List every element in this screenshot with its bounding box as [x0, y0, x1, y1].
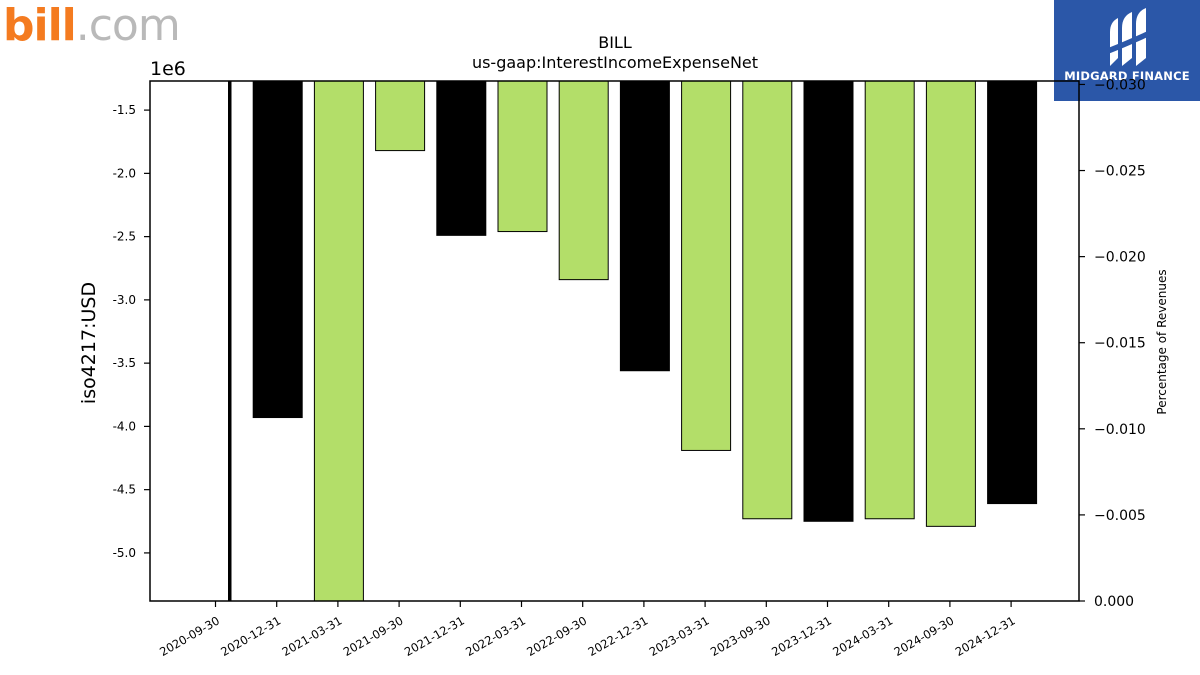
bill-logo: bill .com: [3, 0, 181, 51]
bar-2021-12-31: [436, 80, 487, 236]
bar-2022-03-31: [497, 80, 548, 233]
y-tick-label: -3.5: [113, 356, 136, 370]
bill-logo-suffix: .com: [75, 0, 181, 51]
y2-axis-ticks: −0.030 −0.025 −0.020 −0.015 −0.010 −0.005 0.00…: [1079, 77, 1146, 610]
x-tick-label: 2024-09-30: [892, 613, 957, 659]
bars-group: [228, 80, 1038, 602]
midgard-logo-text: MIDGARD FINANCE: [1064, 69, 1190, 83]
bar-2023-12-31: [803, 80, 854, 522]
y-offset-label: 1e6: [150, 58, 186, 80]
y-tick-label: -3.0: [113, 293, 136, 307]
y-tick-label: -5.0: [113, 546, 136, 560]
x-tick-label: 2022-03-31: [463, 613, 528, 659]
bar-2023-09-30: [742, 80, 793, 520]
x-tick-label: 2021-03-31: [280, 613, 345, 659]
bar-2024-09-30: [925, 80, 976, 527]
y2-tick-label: −0.015: [1094, 336, 1146, 352]
x-tick-label: 2024-12-31: [953, 613, 1018, 659]
y2-axis-label: Percentage of Revenues: [1155, 269, 1169, 414]
bar-2020-09-30: [228, 80, 232, 602]
bar-2022-12-31: [619, 80, 670, 372]
y2-tick-label: −0.005: [1094, 508, 1146, 524]
x-tick-label: 2021-09-30: [341, 613, 406, 659]
plot-frame: [149, 80, 1080, 602]
y2-tick-label: −0.010: [1094, 422, 1146, 438]
bar-2023-03-31: [681, 80, 732, 451]
y-tick-label: -4.5: [113, 483, 136, 497]
x-tick-label: 2022-12-31: [586, 613, 651, 659]
bar-2022-09-30: [558, 80, 609, 281]
chart-subtitle: us-gaap:InterestIncomeExpenseNet: [472, 53, 758, 72]
y-tick-label: -1.5: [113, 103, 136, 117]
x-axis-ticks: 2020-09-302020-12-312021-03-312021-09-30…: [157, 601, 1018, 659]
y2-tick-label: −0.025: [1094, 164, 1146, 180]
bar-2021-03-31: [313, 80, 364, 602]
bar-2024-12-31: [987, 80, 1038, 505]
y-tick-label: -4.0: [113, 419, 136, 433]
x-tick-label: 2024-03-31: [830, 613, 895, 659]
y-tick-label: -2.5: [113, 230, 136, 244]
bar-2020-12-31: [252, 80, 303, 419]
x-tick-label: 2023-12-31: [769, 613, 834, 659]
x-tick-label: 2021-12-31: [402, 613, 467, 659]
y2-tick-label: −0.030: [1094, 77, 1146, 93]
midgard-logo-mark-icon: [1108, 8, 1150, 66]
y-axis-label: iso4217:USD: [78, 282, 100, 404]
y-axis-ticks: -1.5 -2.0 -2.5 -3.0 -3.5 -4.0 -4.5 -5.0: [113, 103, 150, 560]
x-tick-label: 2023-09-30: [708, 613, 773, 659]
y2-tick-label: −0.020: [1094, 250, 1146, 266]
x-tick-label: 2023-03-31: [647, 613, 712, 659]
bill-logo-wordmark: bill: [3, 0, 77, 51]
midgard-finance-logo: MIDGARD FINANCE: [1054, 0, 1200, 101]
y2-tick-label: 0.000: [1094, 594, 1134, 610]
x-tick-label: 2022-09-30: [524, 613, 589, 659]
y-tick-label: -2.0: [113, 166, 136, 180]
bar-2021-09-30: [375, 80, 426, 152]
bar-2024-03-31: [864, 80, 915, 520]
x-tick-label: 2020-09-30: [157, 613, 222, 659]
chart-title: BILL: [598, 33, 632, 52]
x-tick-label: 2020-12-31: [218, 613, 283, 659]
